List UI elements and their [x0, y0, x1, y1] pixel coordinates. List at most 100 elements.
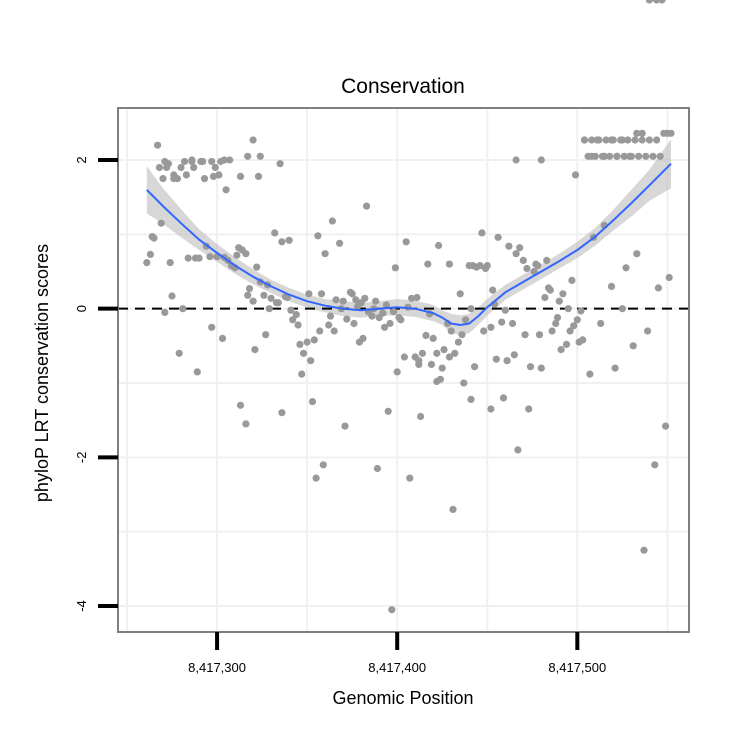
data-point: [251, 346, 259, 354]
data-point: [480, 327, 488, 335]
data-point: [553, 314, 562, 322]
data-point: [154, 141, 162, 149]
data-point: [303, 338, 311, 346]
data-point: [190, 163, 198, 172]
data-point: [478, 229, 486, 237]
data-point: [611, 364, 619, 372]
data-point: [440, 346, 448, 354]
data-point: [363, 202, 371, 210]
data-point: [155, 163, 163, 172]
data-point: [177, 163, 185, 172]
data-point: [382, 301, 390, 309]
data-point: [593, 136, 601, 144]
data-point: [350, 319, 358, 328]
data-point: [395, 314, 403, 322]
data-point: [653, 136, 661, 144]
y-tick-label: -4: [74, 600, 89, 612]
data-point: [368, 312, 376, 320]
data-point: [501, 306, 509, 314]
data-point: [242, 420, 250, 428]
plot-frame: [117, 107, 690, 633]
data-point: [348, 290, 356, 298]
data-point: [586, 370, 594, 378]
data-point: [308, 398, 317, 406]
data-point: [188, 156, 196, 164]
data-point: [514, 446, 522, 454]
data-point: [326, 312, 335, 320]
data-point: [633, 129, 641, 137]
data-point: [325, 321, 333, 329]
data-point: [249, 136, 257, 144]
data-point: [433, 377, 441, 386]
data-point: [577, 307, 585, 315]
data-point: [568, 276, 576, 284]
data-point: [321, 250, 329, 258]
data-point: [445, 260, 453, 268]
data-point: [526, 363, 535, 371]
data-point: [548, 327, 556, 335]
data-point: [249, 297, 257, 305]
data-point: [555, 297, 563, 305]
y-tick-label: 2: [74, 156, 89, 163]
data-point: [218, 334, 227, 342]
data-point: [487, 323, 495, 331]
data-point: [499, 394, 508, 402]
data-point: [164, 160, 172, 168]
data-point: [658, 0, 666, 4]
data-point: [226, 156, 234, 164]
data-point: [512, 156, 520, 164]
data-point: [352, 296, 360, 304]
data-point: [626, 152, 634, 160]
data-point: [289, 316, 297, 324]
y-axis-label: phyloP LRT conservation scores: [32, 244, 52, 502]
trend-line: [146, 162, 672, 327]
confidence-band: [146, 139, 672, 335]
data-point: [388, 606, 396, 614]
data-point: [422, 331, 430, 339]
data-point: [276, 160, 284, 168]
data-point: [429, 334, 437, 342]
data-point: [195, 254, 203, 262]
data-point: [386, 319, 394, 328]
data-point: [332, 296, 340, 304]
data-point: [665, 273, 673, 282]
data-point: [283, 293, 291, 302]
data-point: [508, 319, 517, 328]
data-point: [253, 263, 261, 271]
data-point: [179, 305, 187, 313]
data-point: [635, 152, 643, 160]
data-point: [649, 152, 657, 160]
data-point: [564, 305, 572, 313]
data-point: [292, 311, 300, 319]
data-point: [654, 284, 663, 292]
data-point: [566, 327, 574, 335]
data-point: [613, 152, 621, 160]
data-point: [571, 171, 580, 179]
data-point: [418, 349, 426, 357]
data-point: [355, 338, 363, 346]
data-point: [159, 175, 167, 183]
x-tick-label: 8,417,400: [368, 660, 426, 675]
data-point: [570, 322, 578, 330]
data-point: [379, 309, 387, 317]
data-point: [143, 259, 151, 267]
data-point: [166, 259, 174, 267]
data-point: [519, 256, 527, 264]
data-point: [206, 253, 214, 261]
data-point: [467, 395, 475, 403]
chart-title: Conservation: [341, 75, 465, 98]
data-point: [573, 316, 581, 324]
data-point: [642, 152, 650, 160]
data-point: [408, 294, 416, 302]
data-point: [215, 171, 223, 179]
data-point: [476, 262, 484, 270]
data-point: [244, 152, 252, 160]
data-point: [361, 294, 369, 302]
data-point: [492, 355, 500, 363]
data-point: [343, 315, 351, 323]
data-point: [184, 254, 192, 262]
data-point: [298, 370, 306, 378]
data-point: [645, 0, 653, 4]
data-point: [272, 299, 281, 307]
data-point: [336, 239, 344, 247]
